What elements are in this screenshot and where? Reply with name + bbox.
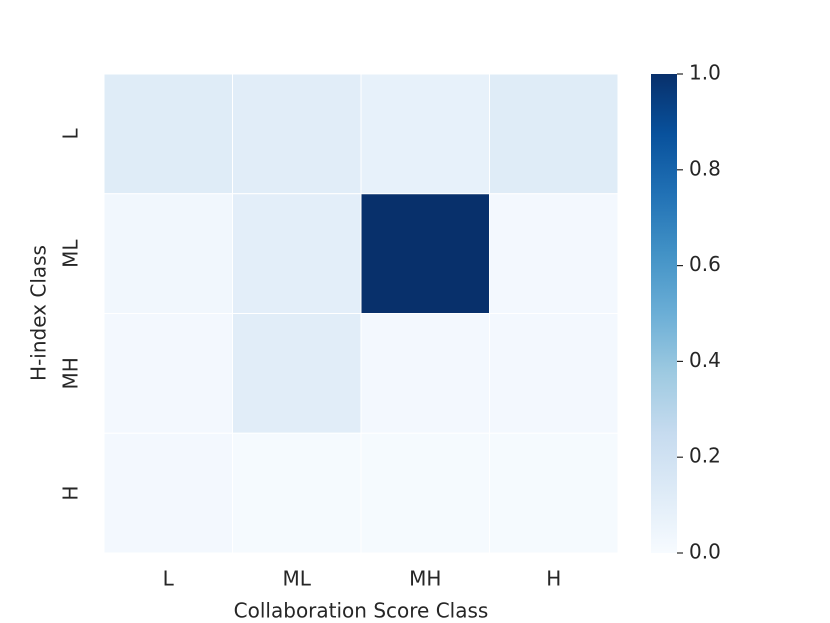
colorbar: [651, 74, 677, 553]
colorbar-tick-label: 0.0: [689, 540, 721, 564]
colorbar-tick-label: 0.8: [689, 156, 721, 180]
x-tick-label: MH: [409, 567, 441, 591]
y-tick-label: H: [59, 486, 83, 501]
y-tick-label: L: [59, 127, 83, 139]
heatmap-cell: [232, 313, 362, 434]
colorbar-tick-label: 0.2: [689, 444, 721, 468]
heatmap-cell: [103, 313, 233, 434]
heatmap-cell: [489, 193, 619, 314]
heatmap-cell: [103, 193, 233, 314]
x-tick-label: H: [546, 567, 561, 591]
y-tick-label: MH: [59, 357, 83, 389]
heatmap-cell: [360, 432, 490, 554]
heatmap-cell: [489, 313, 619, 434]
heatmap-cell: [103, 432, 233, 554]
heatmap-cell: [232, 73, 362, 195]
x-tick-label: L: [163, 567, 175, 591]
y-tick-label: ML: [59, 239, 83, 268]
colorbar-tick-label: 0.4: [689, 348, 721, 372]
heatmap-cell: [360, 193, 490, 314]
y-axis-label: H-index Class: [27, 245, 51, 381]
heatmap-cell: [489, 73, 619, 195]
colorbar-tick-label: 1.0: [689, 61, 721, 85]
heatmap-cell: [232, 432, 362, 554]
heatmap-cell: [360, 73, 490, 195]
heatmap-cell: [232, 193, 362, 314]
x-axis-label: Collaboration Score Class: [234, 599, 489, 623]
heatmap-cell: [103, 73, 233, 195]
heatmap-cell: [489, 432, 619, 554]
x-tick-label: ML: [283, 567, 312, 591]
heatmap-cell: [360, 313, 490, 434]
colorbar-tick-label: 0.6: [689, 252, 721, 276]
